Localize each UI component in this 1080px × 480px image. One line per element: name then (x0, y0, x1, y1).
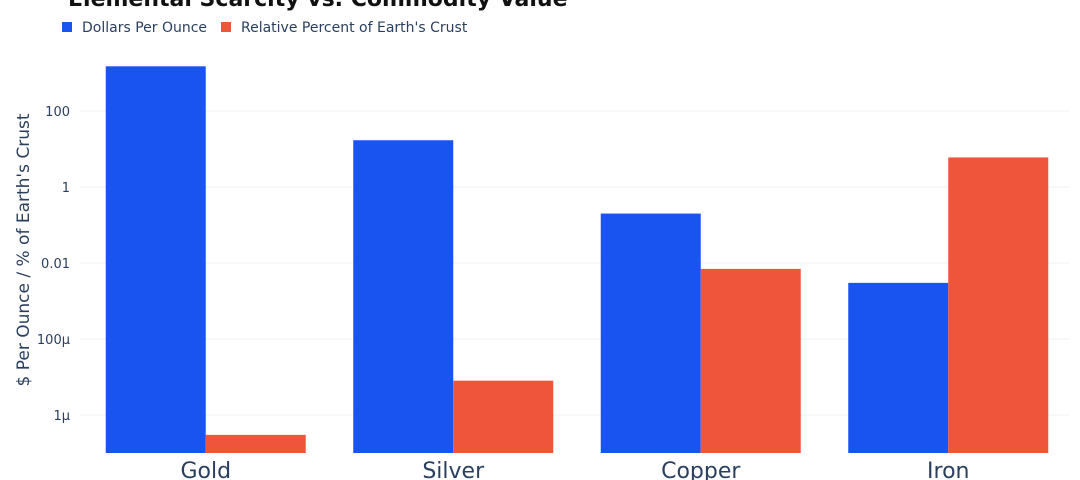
bars (105, 66, 1049, 454)
y-tick-label: 100μ (37, 333, 70, 348)
bar-gold-crust[interactable] (205, 434, 306, 453)
chart-title: Elemental Scarcity vs. Commodity Value (68, 0, 568, 12)
x-axis-categories: Gold Silver Copper Iron (180, 459, 969, 480)
legend-swatch-crust (221, 22, 231, 32)
bar-copper-crust[interactable] (700, 268, 801, 453)
x-category-label: Gold (180, 459, 231, 480)
bar-iron-dollars[interactable] (848, 282, 949, 453)
bar-gold-dollars[interactable] (105, 66, 206, 453)
y-tick-label: 1μ (53, 409, 70, 424)
bar-silver-crust[interactable] (453, 380, 554, 453)
y-tick-label: 100 (45, 105, 70, 120)
bar-silver-dollars[interactable] (353, 140, 454, 454)
legend-label-dollars: Dollars Per Ounce (82, 20, 207, 36)
y-tick-label: 0.01 (41, 257, 70, 272)
bar-iron-crust[interactable] (948, 157, 1049, 454)
y-tick-label: 1 (62, 181, 70, 196)
bar-copper-dollars[interactable] (600, 213, 701, 453)
legend-swatch-dollars (62, 22, 72, 32)
x-category-label: Silver (422, 459, 485, 480)
y-axis-ticks: 100 1 0.01 100μ 1μ (37, 105, 70, 424)
y-axis-label: $ Per Ounce / % of Earth's Crust (14, 113, 34, 386)
legend: Dollars Per Ounce Relative Percent of Ea… (62, 20, 468, 36)
legend-label-crust: Relative Percent of Earth's Crust (241, 20, 468, 36)
legend-item-crust[interactable]: Relative Percent of Earth's Crust (221, 20, 468, 36)
legend-item-dollars[interactable]: Dollars Per Ounce (62, 20, 207, 36)
x-category-label: Iron (927, 459, 969, 480)
x-category-label: Copper (661, 459, 741, 480)
